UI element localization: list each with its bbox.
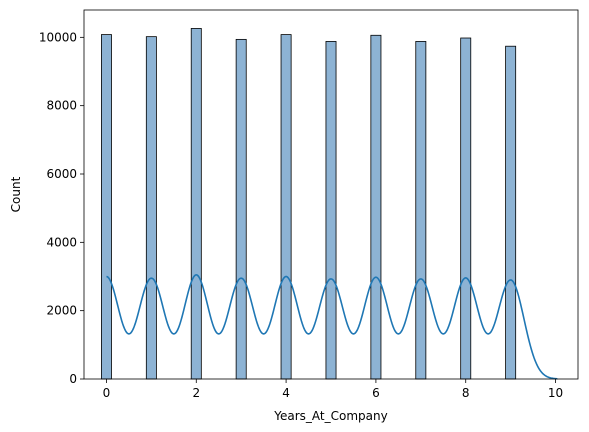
y-tick-label: 8000 xyxy=(46,99,77,113)
y-axis-label: Count xyxy=(9,176,23,212)
histogram-bar xyxy=(235,38,247,380)
kde-line xyxy=(106,273,558,380)
histogram-bar xyxy=(325,41,337,380)
y-axis-ticks: 0 2000 4000 6000 8000 10000 xyxy=(39,30,84,386)
x-tick-label: 0 xyxy=(103,386,111,400)
x-tick-label: 4 xyxy=(282,386,290,400)
x-tick-label: 10 xyxy=(548,386,563,400)
x-tick-label: 2 xyxy=(192,386,200,400)
y-tick-label: 0 xyxy=(69,372,77,386)
histogram-bar xyxy=(101,34,112,380)
y-tick-label: 6000 xyxy=(46,167,77,181)
bars-layer xyxy=(101,28,517,380)
histogram-bar xyxy=(190,28,202,380)
histogram-bar xyxy=(415,41,427,380)
histogram-bar xyxy=(370,34,382,380)
plot-frame xyxy=(83,9,579,380)
histogram-bar xyxy=(460,37,472,380)
histogram-bar xyxy=(505,45,517,380)
histogram-bar xyxy=(280,34,292,380)
x-axis-label: Years_At_Company xyxy=(273,409,387,423)
y-tick-label: 2000 xyxy=(46,304,77,318)
x-tick-label: 6 xyxy=(372,386,380,400)
y-tick-label: 4000 xyxy=(46,235,77,249)
x-axis-ticks: 0 2 4 6 8 10 xyxy=(103,379,563,400)
x-tick-label: 8 xyxy=(462,386,470,400)
y-tick-label: 10000 xyxy=(39,30,77,44)
histogram-bar xyxy=(145,36,157,380)
